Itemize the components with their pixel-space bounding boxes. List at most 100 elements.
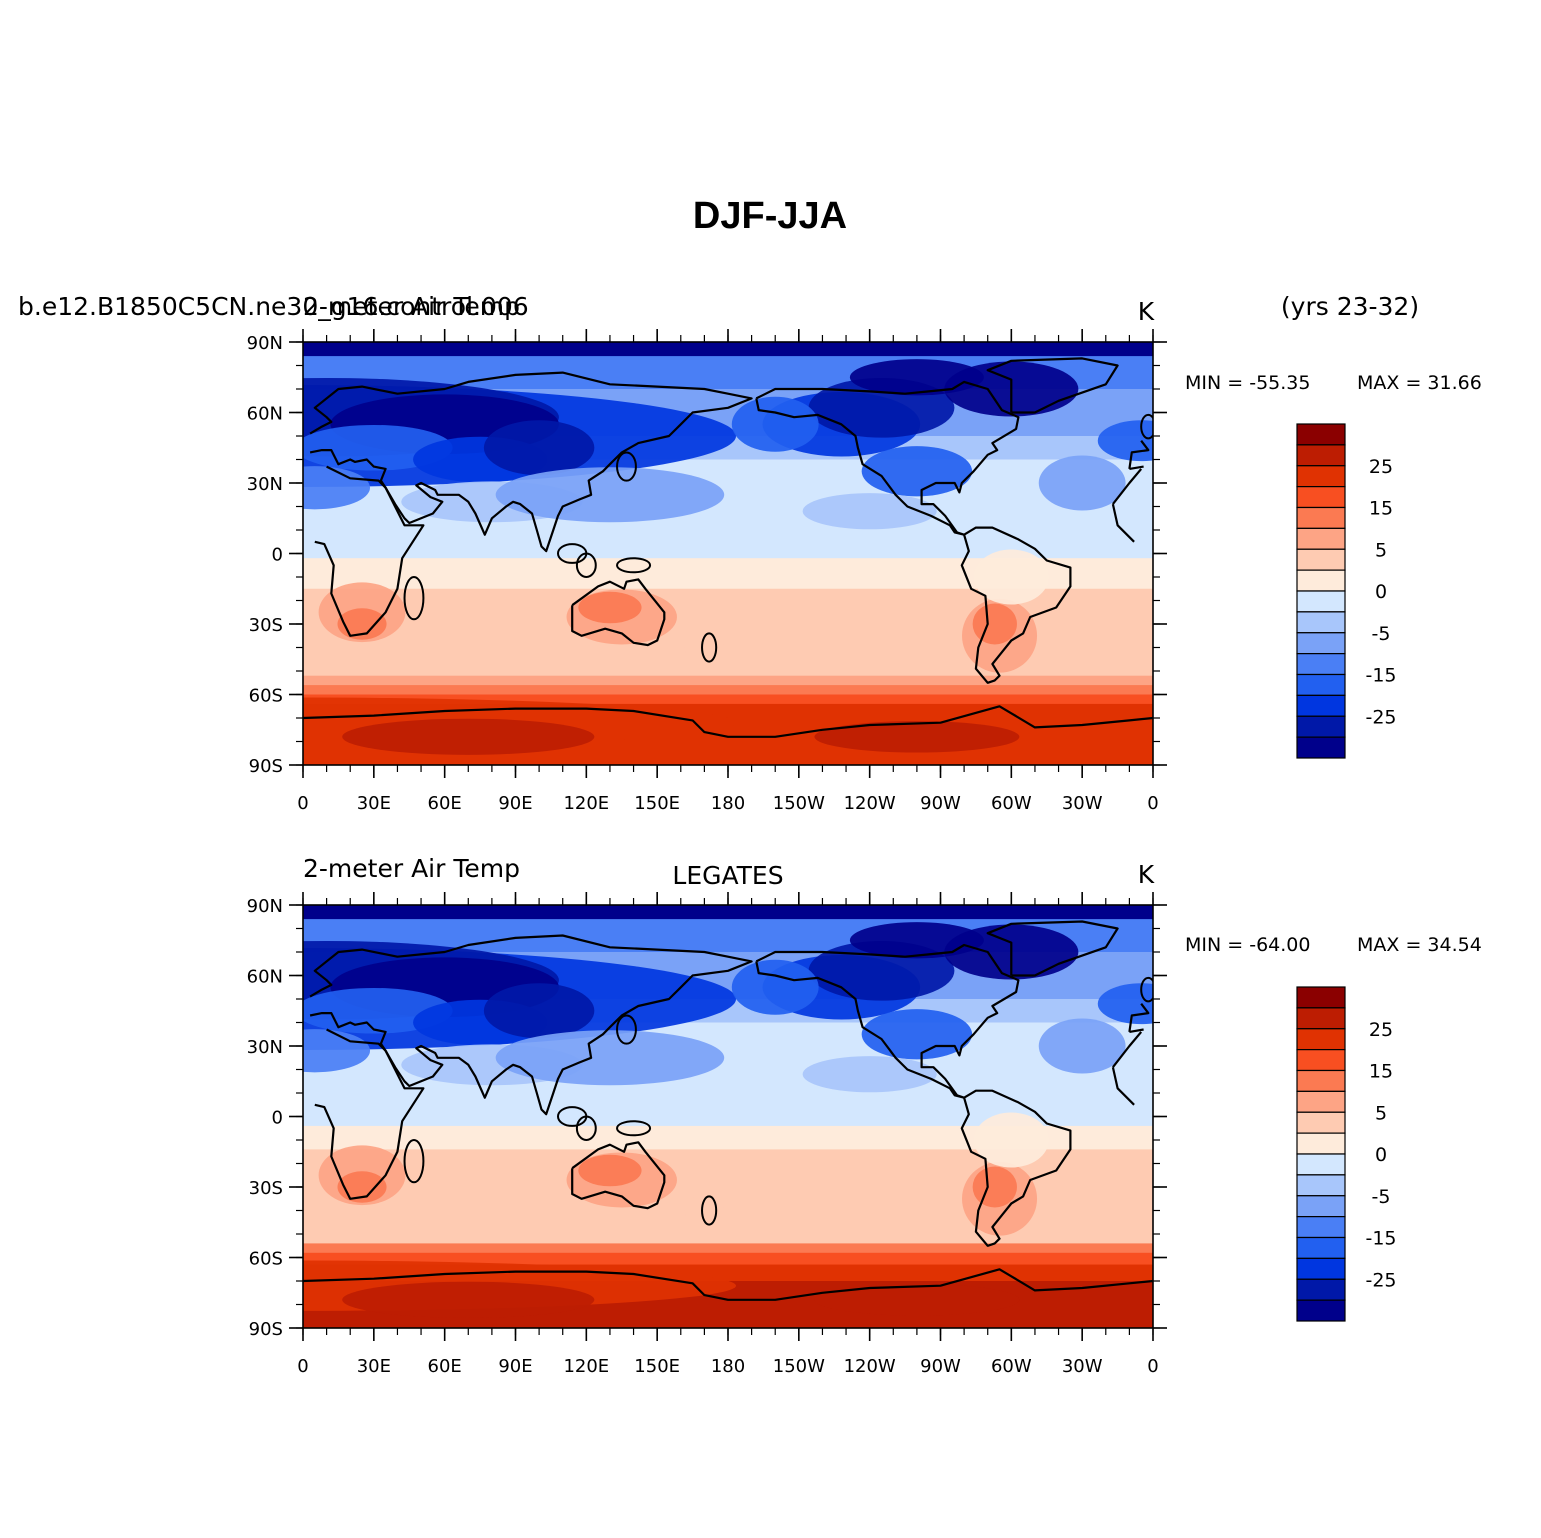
colorbar-swatch [1296,423,1346,446]
island-outline [403,576,425,621]
zonal-band [303,342,1153,357]
lat-tick-label: 60N [247,967,283,988]
colorbar-swatch [1296,715,1346,738]
lon-tick-label: 60E [428,1356,462,1377]
colorbar-swatch [1296,653,1346,676]
colorbar-swatch [1296,1153,1346,1176]
coastline-eurasia [1129,465,1144,470]
contour-region [973,1112,1049,1168]
coastline-eurasia [309,371,753,553]
island-outline [701,1195,718,1226]
coastline-eurasia [1129,1028,1144,1033]
zonal-band [303,685,1153,695]
contour-region [861,446,973,497]
lon-tick-label: 30W [1062,1356,1103,1377]
colorbar-swatch [1296,736,1346,759]
max-value: MAX = 31.66 [1357,372,1482,394]
coastline-antarctica [303,705,1153,738]
coastline-africa [1112,1031,1143,1068]
colorbar-label: 15 [1369,498,1393,520]
colorbar-swatch [1296,1195,1346,1218]
colorbar-swatch [1296,673,1346,696]
lat-tick-label: 90S [249,756,283,777]
colorbar-label: -15 [1365,1228,1396,1250]
lon-tick-label: 180 [711,1356,745,1377]
zonal-band [303,1243,1153,1254]
island-outline [701,632,718,663]
contour-region [483,420,595,476]
contour-region [483,983,595,1039]
contour-region [342,718,595,755]
contour-region [578,591,642,624]
contour-region [337,1171,387,1203]
map-axes: 90N 60N 30N 0 30S 60S 90S 0 30E 60E 90E 120E 150E 180… [247,892,1167,1377]
coastline-africa [1112,468,1143,505]
lat-tick-label: 30S [249,1178,283,1199]
contour-region [495,467,725,523]
lat-tick-label: 90N [247,333,283,354]
colorbar-swatch [1296,694,1346,717]
colorbar-label: -15 [1365,665,1396,687]
coastline-australia [571,1141,666,1210]
colorbar: 25 15 5 0 -5 -15 -25 [1296,986,1397,1322]
island-outline [575,552,597,578]
contour-region [495,1030,725,1086]
panel-center-title: LEGATES [672,861,783,890]
contour-region [861,1009,973,1060]
lon-tick-label: 150E [634,1356,680,1377]
colorbar-label: 0 [1375,1144,1387,1166]
colorbar-label: -5 [1372,1186,1391,1208]
colorbar-swatch [1296,1069,1346,1092]
colorbar-swatch [1296,1216,1346,1239]
temperature-field [302,341,1154,766]
contour-region [1038,1018,1126,1074]
coastline-africa [1111,503,1135,543]
contour-region [337,608,387,640]
lon-tick-label: 120E [563,793,609,814]
coastline-samerica [960,1089,1072,1247]
coastline-eurasia [1128,1003,1150,1033]
colorbar-label: 0 [1375,581,1387,603]
colorbar-swatch [1296,548,1346,571]
min-value: MIN = -55.35 [1185,372,1310,394]
lon-tick-label: 30E [357,1356,391,1377]
lat-tick-label: 90N [247,896,283,917]
colorbar-swatch [1296,590,1346,613]
colorbar-swatch [1296,1049,1346,1072]
coastline-greenland [986,357,1119,414]
lat-tick-label: 0 [272,545,283,566]
island-outline [616,451,637,482]
panel-units: K [1138,860,1155,889]
colorbar-swatch [1296,1090,1346,1113]
coastline-eurasia [309,934,753,1116]
colorbar-label: 15 [1369,1061,1393,1083]
lon-tick-label: 30E [357,793,391,814]
lon-tick-label: 60W [991,1356,1032,1377]
colorbar-label: 5 [1375,539,1387,561]
max-value: MAX = 34.54 [1357,934,1482,956]
lon-tick-label: 150E [634,793,680,814]
lon-tick-label: 0 [1147,793,1158,814]
lon-tick-label: 90E [498,793,532,814]
contour-region [973,549,1049,605]
lon-tick-label: 120W [844,793,896,814]
colorbar-label: -25 [1365,1269,1396,1291]
contour-region [303,1029,371,1073]
colorbar-swatch [1296,1111,1346,1134]
contour-region [1038,455,1126,511]
colorbar-swatch [1296,1236,1346,1259]
colorbar-swatch [1296,986,1346,1009]
colorbar-label: -25 [1365,706,1396,728]
colorbar-swatch [1296,632,1346,655]
lat-tick-label: 90S [249,1319,283,1340]
colorbar-swatch [1296,506,1346,529]
colorbar-swatch [1296,1278,1346,1301]
lon-tick-label: 30W [1062,793,1103,814]
colorbar-swatch [1296,1257,1346,1280]
lat-tick-label: 30S [249,615,283,636]
zonal-band [303,1252,1153,1266]
lat-tick-label: 0 [272,1108,283,1129]
coastline-greenland [986,920,1119,977]
lon-tick-label: 150W [773,1356,825,1377]
island-outline [616,1014,637,1045]
